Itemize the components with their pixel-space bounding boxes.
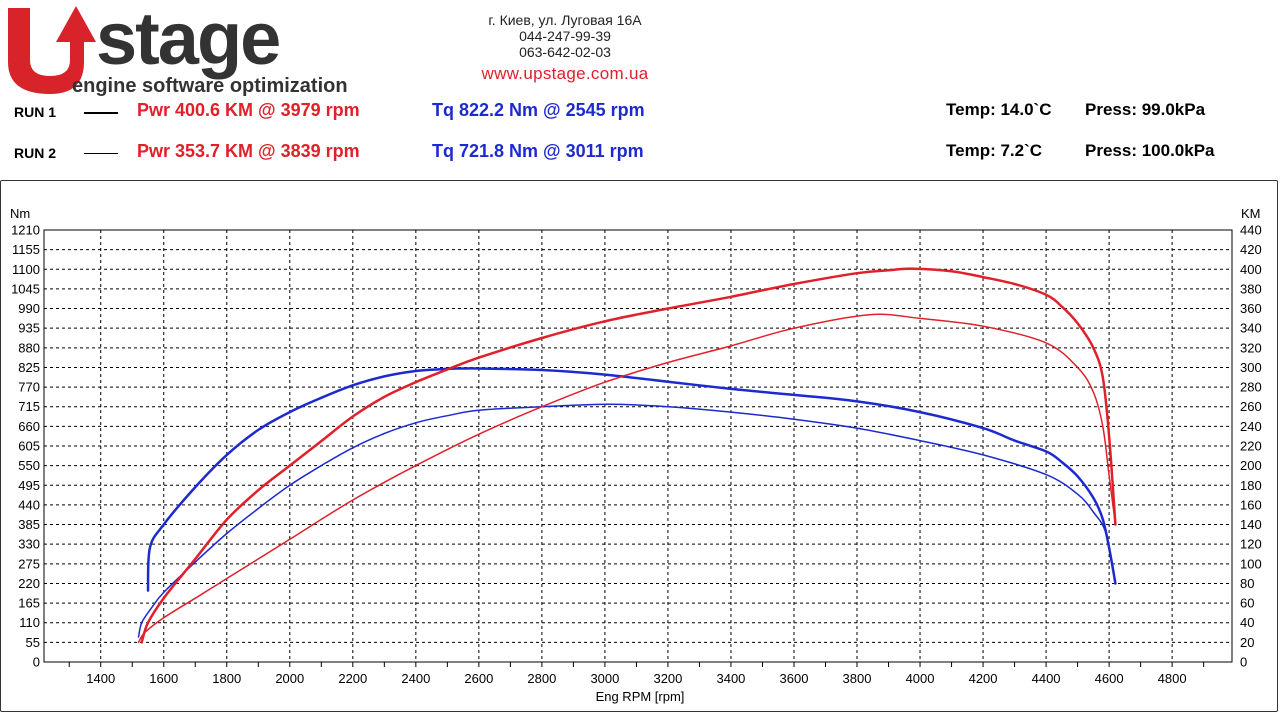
y-right-tick-label: 40 [1240, 615, 1254, 630]
x-tick-label: 3800 [843, 671, 872, 686]
run-2-line-sample [84, 153, 118, 154]
y-left-tick-label: 880 [18, 340, 40, 355]
logo-word: stage [96, 2, 279, 80]
y-left-tick-label: 715 [18, 399, 40, 414]
run-1-label: RUN 1 [14, 104, 57, 120]
y-right-tick-label: 160 [1240, 497, 1262, 512]
contact-phone-2: 063-642-02-03 [519, 44, 611, 60]
y-left-tick-label: 825 [18, 360, 40, 375]
y-left-tick-label: 385 [18, 517, 40, 532]
y-left-tick-label: 165 [18, 596, 40, 611]
contact-address: г. Киев, ул. Луговая 16А [488, 12, 642, 28]
y-right-tick-label: 380 [1240, 281, 1262, 296]
y-left-tick-label: 330 [18, 537, 40, 552]
y-left-tick-label: 770 [18, 380, 40, 395]
x-tick-label: 2800 [527, 671, 556, 686]
curve-pwr2 [137, 313, 1117, 644]
run-2-temp: Temp: 7.2`C [946, 141, 1043, 160]
curve-tq2 [137, 403, 1117, 638]
y-left-tick-label: 110 [19, 615, 40, 630]
y-right-tick-label: 100 [1240, 556, 1262, 571]
y-right-tick-label: 180 [1240, 478, 1262, 493]
run-1-line-sample [84, 112, 118, 114]
x-tick-label: 1800 [212, 671, 241, 686]
y-left-tick-label: 605 [18, 439, 40, 454]
y-left-tick-label: 990 [18, 301, 40, 316]
run-2-torque: Tq 721.8 Nm @ 3011 rpm [432, 141, 644, 161]
x-tick-label: 3200 [653, 671, 682, 686]
contact-block: г. Киев, ул. Луговая 16А 044-247-99-39 0… [440, 12, 690, 82]
y-axis-right-label: KM [1241, 206, 1261, 221]
y-right-tick-label: 60 [1240, 596, 1254, 611]
x-tick-label: 1400 [86, 671, 115, 686]
y-left-tick-label: 55 [26, 635, 40, 650]
y-left-tick-label: 550 [18, 458, 40, 473]
y-left-tick-label: 1100 [12, 262, 40, 277]
y-left-tick-label: 935 [18, 321, 40, 336]
curves [137, 267, 1117, 644]
y-right-tick-label: 280 [1240, 380, 1262, 395]
y-left-tick-label: 495 [18, 478, 40, 493]
run-1-torque: Tq 822.2 Nm @ 2545 rpm [432, 100, 645, 120]
y-right-tick-label: 220 [1240, 439, 1262, 454]
x-tick-label: 2200 [338, 671, 367, 686]
y-left-tick-label: 660 [18, 419, 40, 434]
curve-pwr1 [140, 267, 1117, 644]
x-tick-label: 3400 [716, 671, 745, 686]
y-left-tick-label: 1045 [11, 281, 40, 296]
x-tick-label: 1600 [149, 671, 178, 686]
x-tick-label: 2600 [464, 671, 493, 686]
logo-tagline: engine software optimization [72, 75, 348, 97]
y-axis-left-label: Nm [10, 206, 30, 221]
x-tick-label: 4000 [906, 671, 935, 686]
x-tick-label: 2400 [401, 671, 430, 686]
y-left-tick-label: 1155 [12, 242, 40, 257]
run-2-label: RUN 2 [14, 145, 57, 161]
y-right-tick-label: 400 [1240, 262, 1262, 277]
y-right-tick-label: 140 [1240, 517, 1262, 532]
run-1-press: Press: 99.0kPa [1085, 100, 1206, 119]
x-tick-label: 4200 [969, 671, 998, 686]
y-right-tick-label: 340 [1240, 321, 1262, 336]
upstage-logo: stage engine software optimization [8, 2, 348, 97]
dyno-chart-frame [0, 180, 1278, 712]
y-left-tick-label: 275 [18, 556, 40, 571]
y-left-tick-label: 220 [18, 576, 40, 591]
y-right-tick-label: 300 [1240, 360, 1262, 375]
y-right-tick-label: 240 [1240, 419, 1262, 434]
run-1-temp: Temp: 14.0`C [946, 100, 1052, 119]
y-right-tick-label: 420 [1240, 242, 1262, 257]
axis-ticks: 1400 1600 1800 2000 2200 2400 2600 2800 3000 3200… [11, 223, 1262, 687]
y-right-tick-label: 260 [1240, 399, 1262, 414]
contact-phone-1: 044-247-99-39 [519, 28, 611, 44]
x-tick-label: 3600 [780, 671, 809, 686]
y-right-tick-label: 200 [1240, 458, 1262, 473]
y-right-tick-label: 120 [1240, 537, 1262, 552]
grid [44, 229, 1232, 662]
y-left-tick-label: 440 [18, 497, 40, 512]
x-tick-label: 4800 [1158, 671, 1187, 686]
x-tick-label: 4400 [1032, 671, 1061, 686]
y-left-tick-label: 1210 [11, 223, 40, 238]
x-axis-label: Eng RPM [rpm] [596, 689, 685, 704]
y-right-tick-label: 20 [1240, 635, 1254, 650]
run-2-press: Press: 100.0kPa [1085, 141, 1215, 160]
y-left-tick-label: 0 [33, 655, 40, 670]
y-right-tick-label: 360 [1240, 301, 1262, 316]
logo-u-mark [8, 6, 96, 94]
curve-tq1 [146, 367, 1117, 592]
run-1-power: Pwr 400.6 KM @ 3979 rpm [137, 100, 360, 120]
y-right-tick-label: 0 [1240, 655, 1247, 670]
contact-url[interactable]: www.upstage.com.ua [481, 64, 649, 83]
run-2-power: Pwr 353.7 KM @ 3839 rpm [137, 141, 360, 161]
x-tick-label: 2000 [275, 671, 304, 686]
y-right-tick-label: 80 [1240, 576, 1254, 591]
y-right-tick-label: 320 [1240, 340, 1262, 355]
x-tick-label: 4600 [1095, 671, 1124, 686]
x-tick-label: 3000 [590, 671, 619, 686]
y-right-tick-label: 440 [1240, 223, 1262, 238]
